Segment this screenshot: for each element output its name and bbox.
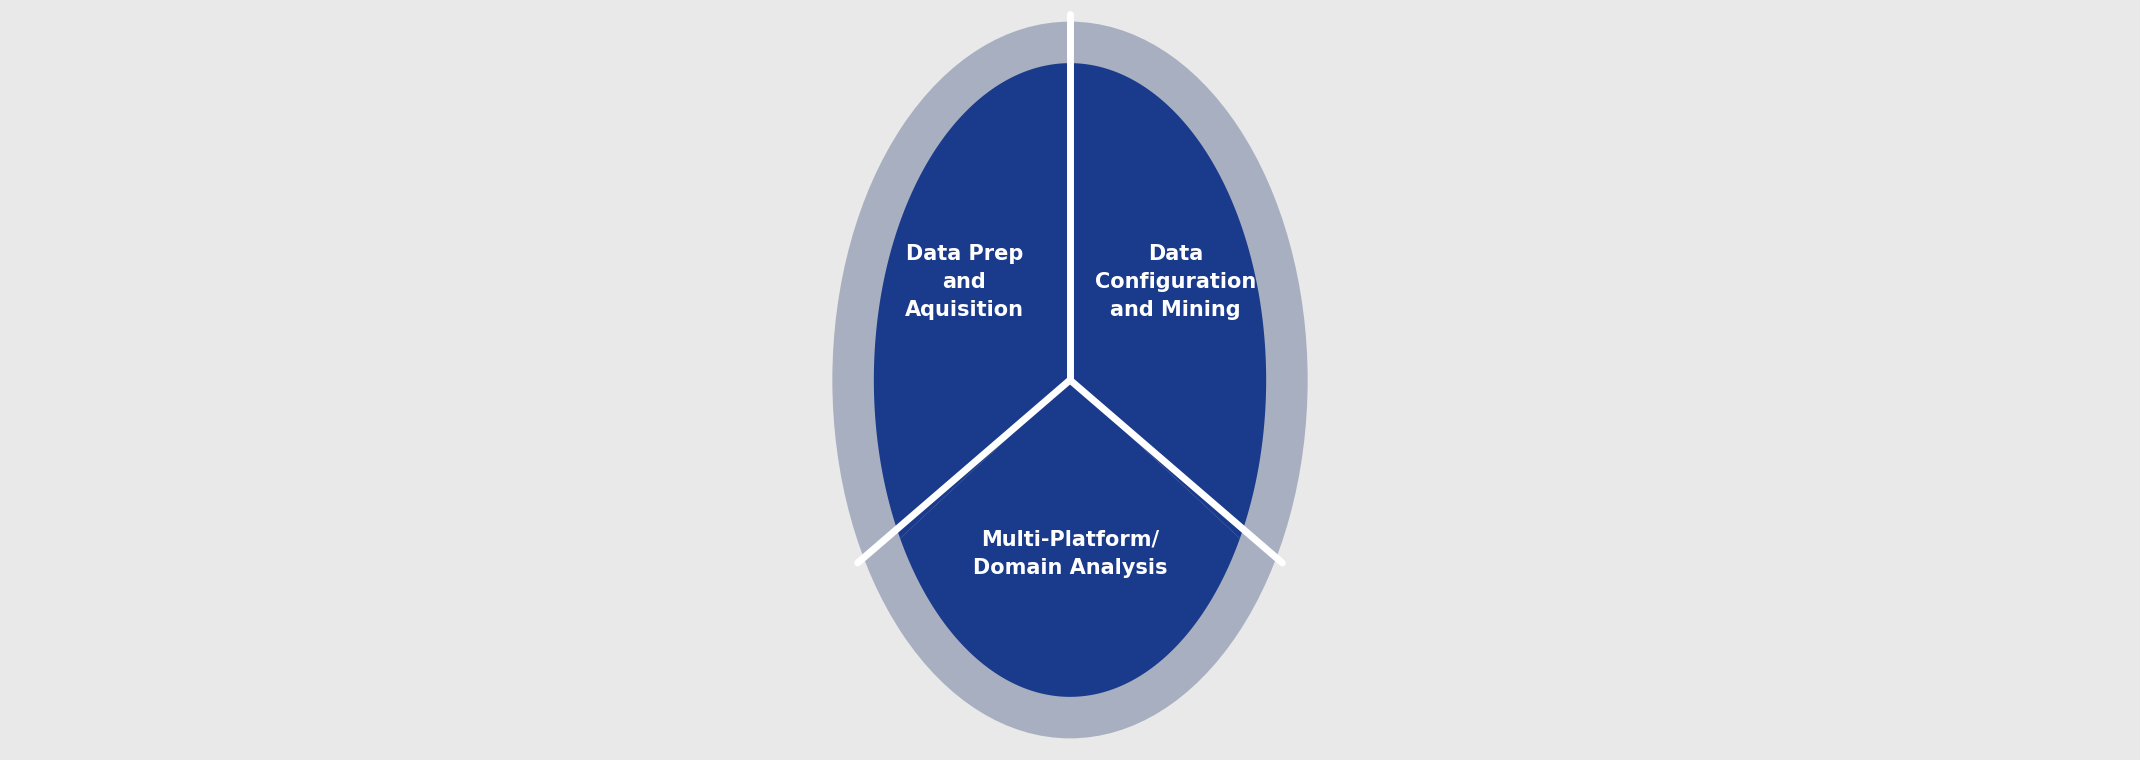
Text: Multi-Platform/
Domain Analysis: Multi-Platform/ Domain Analysis <box>974 530 1166 578</box>
Polygon shape <box>873 63 1070 538</box>
Polygon shape <box>901 380 1239 697</box>
Text: Data Prep
and
Aquisition: Data Prep and Aquisition <box>905 244 1023 320</box>
Polygon shape <box>1273 420 1299 464</box>
Polygon shape <box>1070 63 1267 538</box>
Ellipse shape <box>832 21 1308 739</box>
Text: Data
Configuration
and Mining: Data Configuration and Mining <box>1096 244 1256 320</box>
Polygon shape <box>976 50 1016 83</box>
Polygon shape <box>916 619 950 660</box>
